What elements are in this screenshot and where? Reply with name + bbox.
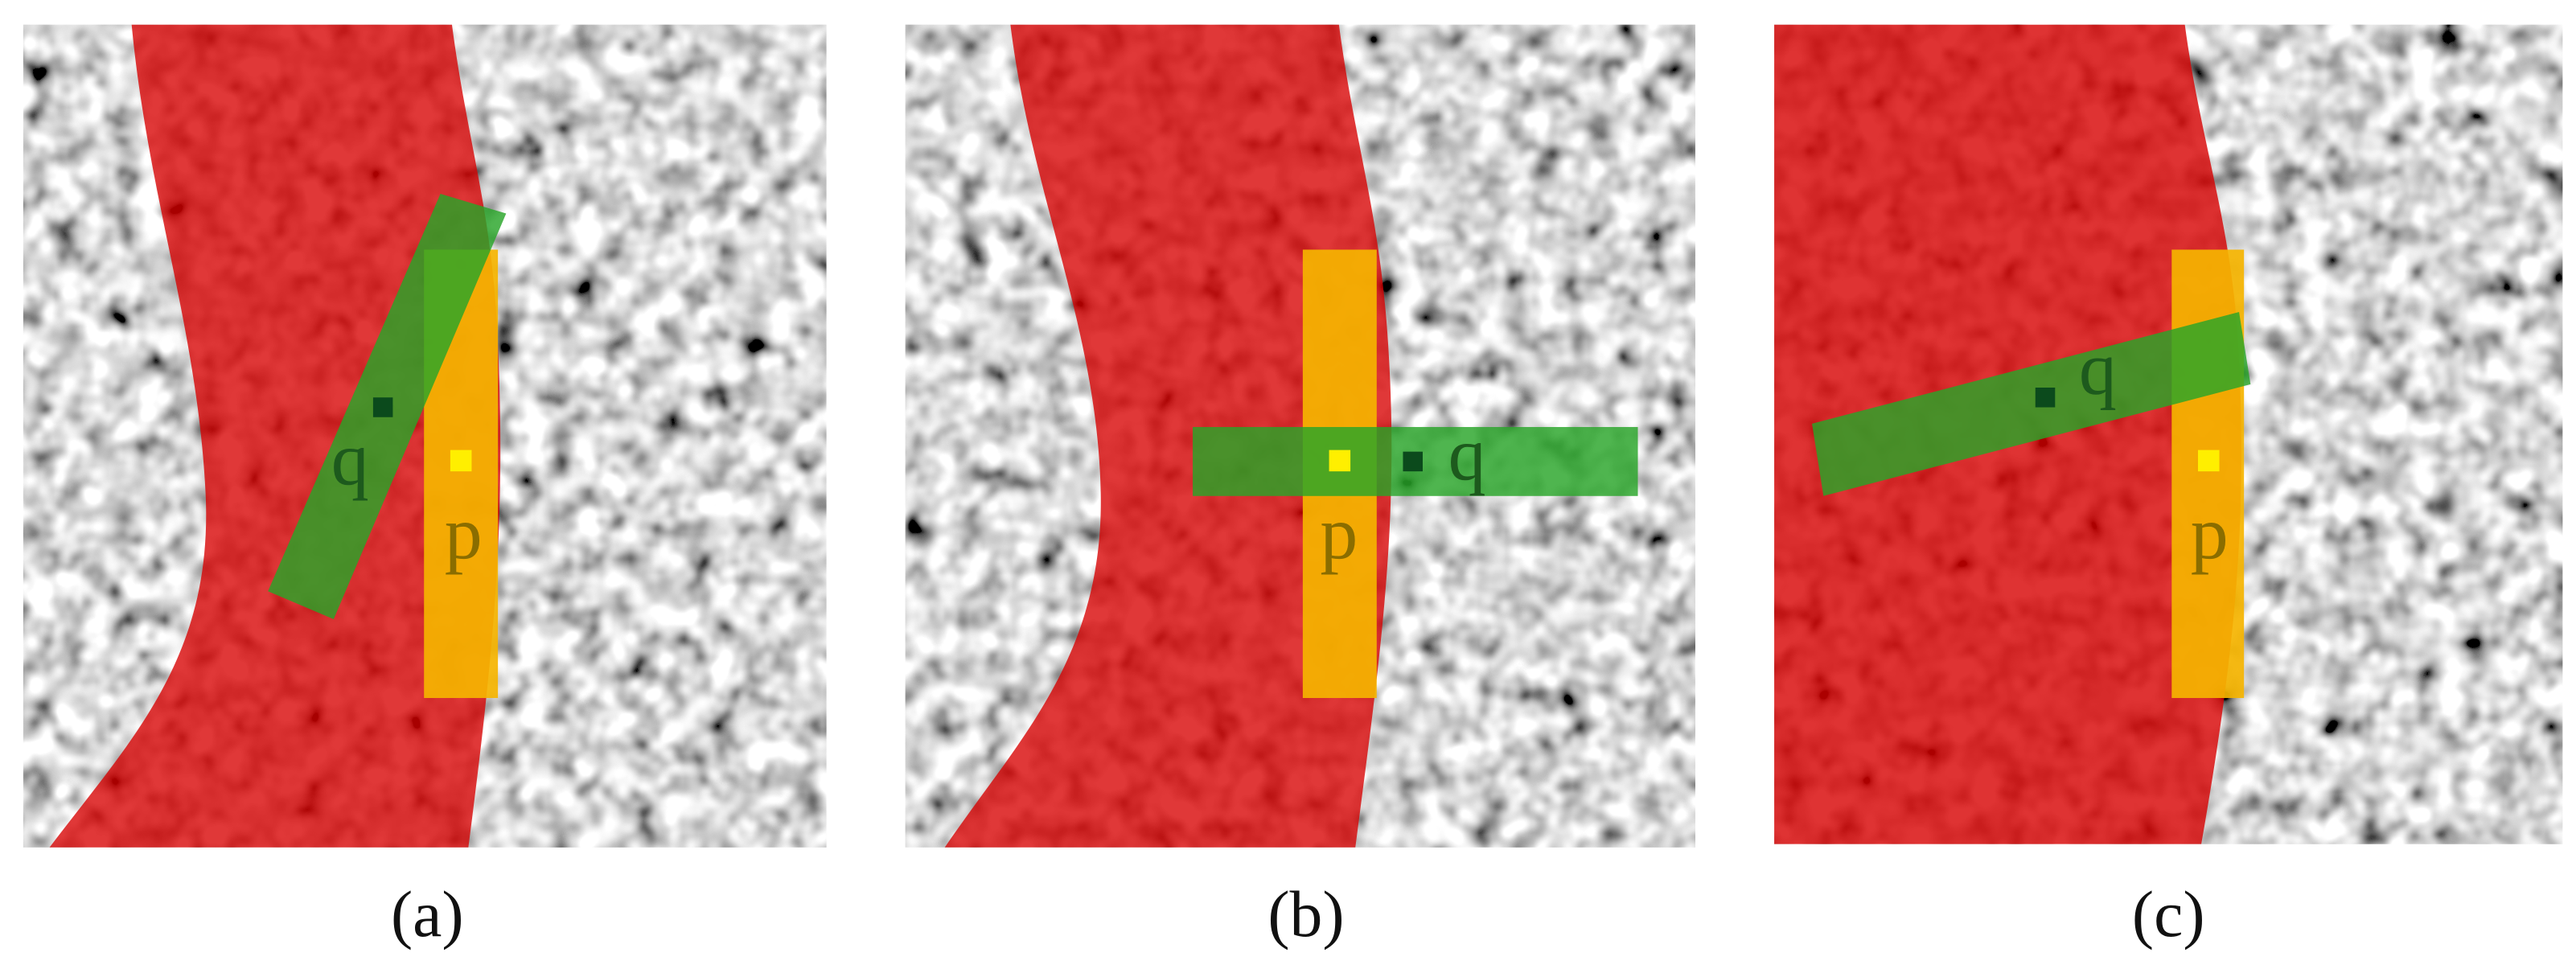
- point-p: [1329, 450, 1351, 472]
- label-p: p: [445, 491, 483, 575]
- region: [49, 24, 501, 848]
- point-p: [2197, 450, 2220, 472]
- region: [944, 24, 1392, 848]
- caption: (a): [391, 877, 464, 951]
- point-p: [450, 450, 472, 472]
- profile-q: [1812, 312, 2251, 496]
- caption: (c): [2132, 877, 2205, 951]
- label-q: q: [2079, 327, 2117, 411]
- point-q: [372, 397, 393, 417]
- label-p: p: [2191, 491, 2229, 575]
- label-q: q: [331, 417, 369, 501]
- panel-a: q p: [23, 24, 827, 848]
- panel-c: q p: [1774, 24, 2563, 844]
- point-q: [2035, 388, 2056, 408]
- point-q: [1403, 451, 1423, 472]
- label-q: q: [1448, 413, 1486, 496]
- label-p: p: [1320, 491, 1358, 575]
- caption: (b): [1267, 877, 1344, 951]
- panel-b: q p: [905, 24, 1696, 848]
